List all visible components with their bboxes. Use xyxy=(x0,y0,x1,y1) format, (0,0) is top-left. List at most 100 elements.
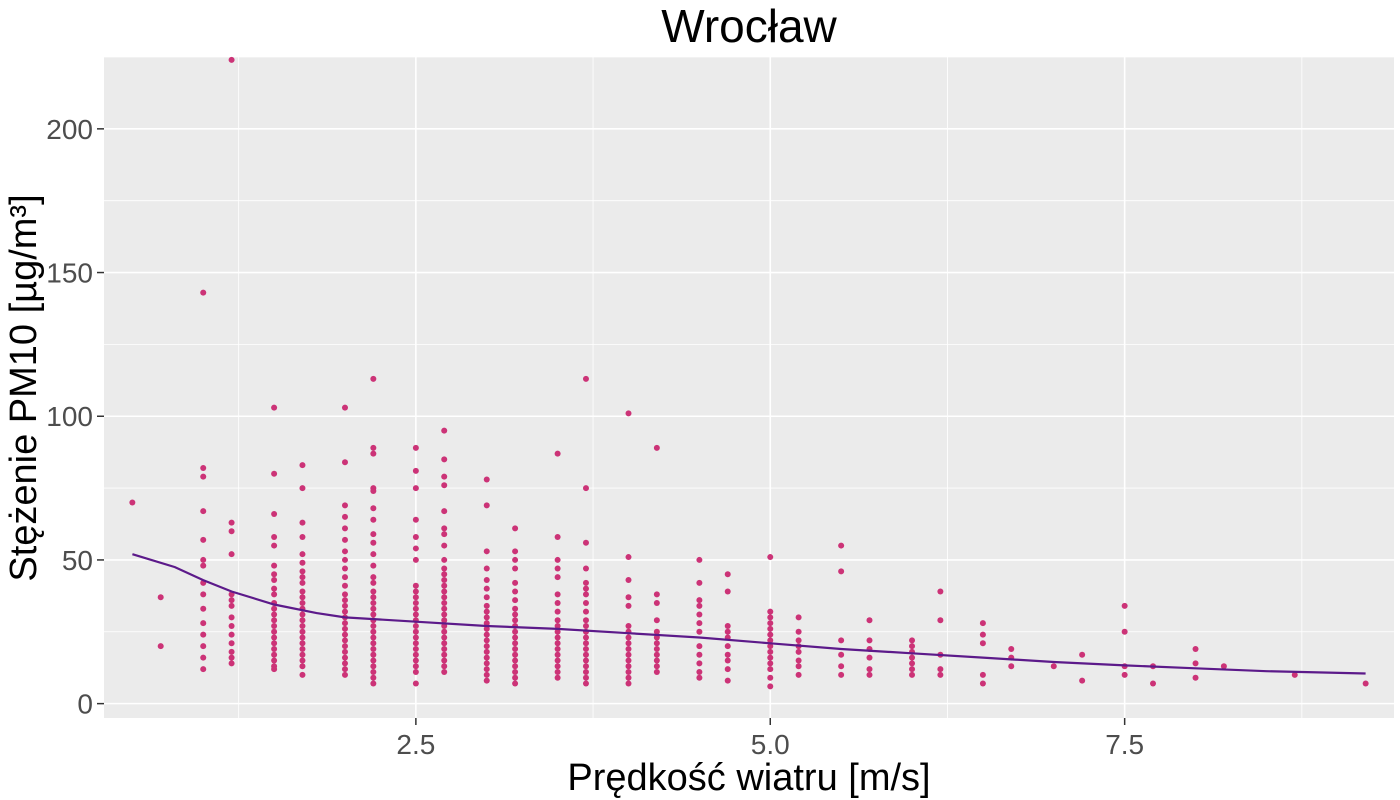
data-point xyxy=(696,628,703,635)
trend-line xyxy=(132,553,1366,675)
data-point xyxy=(554,634,561,641)
data-point xyxy=(866,671,873,678)
chart-title: Wrocław xyxy=(661,0,837,52)
data-point xyxy=(412,680,419,687)
data-point xyxy=(299,594,306,601)
data-point xyxy=(582,591,589,598)
data-point xyxy=(271,640,278,647)
data-point xyxy=(767,554,774,561)
x-axis-title: Prędkość wiatru [m/s] xyxy=(567,757,930,799)
data-point xyxy=(653,617,660,624)
data-point xyxy=(582,646,589,653)
data-point xyxy=(767,614,774,621)
minor-gridlines xyxy=(104,56,1394,718)
data-point xyxy=(625,410,632,417)
data-point xyxy=(341,643,348,650)
data-point xyxy=(909,660,916,667)
data-point xyxy=(795,628,802,635)
data-point xyxy=(866,666,873,673)
data-point xyxy=(412,588,419,595)
data-point xyxy=(1008,663,1015,670)
data-point xyxy=(483,608,490,615)
data-point xyxy=(512,640,519,647)
data-point xyxy=(341,620,348,627)
data-point xyxy=(795,614,802,621)
data-point xyxy=(271,577,278,584)
data-point xyxy=(696,620,703,627)
data-point xyxy=(228,623,235,630)
data-point xyxy=(724,643,731,650)
data-point xyxy=(441,663,448,670)
data-point xyxy=(582,375,589,382)
data-point xyxy=(582,680,589,687)
data-point xyxy=(370,487,377,494)
data-point xyxy=(838,568,845,575)
data-point xyxy=(767,648,774,655)
data-point xyxy=(483,614,490,621)
data-point xyxy=(554,669,561,676)
data-point xyxy=(341,574,348,581)
data-point xyxy=(582,663,589,670)
data-point xyxy=(341,459,348,466)
data-point xyxy=(582,539,589,546)
data-point xyxy=(512,674,519,681)
data-point xyxy=(271,628,278,635)
data-point xyxy=(483,594,490,601)
data-point xyxy=(724,677,731,684)
data-point xyxy=(483,585,490,592)
data-point xyxy=(724,628,731,635)
data-point xyxy=(625,646,632,653)
data-point xyxy=(483,666,490,673)
data-point xyxy=(483,671,490,678)
data-point xyxy=(341,582,348,589)
data-point xyxy=(767,654,774,661)
data-point xyxy=(795,637,802,644)
data-point xyxy=(228,648,235,655)
data-point xyxy=(271,585,278,592)
data-point xyxy=(512,588,519,595)
data-point xyxy=(937,671,944,678)
data-point xyxy=(441,565,448,572)
data-point xyxy=(200,643,207,650)
data-point xyxy=(483,648,490,655)
data-point xyxy=(341,671,348,678)
data-point xyxy=(582,565,589,572)
data-point xyxy=(299,462,306,469)
data-point xyxy=(1050,663,1057,670)
data-point xyxy=(441,651,448,658)
data-point xyxy=(937,666,944,673)
data-point xyxy=(299,634,306,641)
data-point xyxy=(271,562,278,569)
data-point xyxy=(412,623,419,630)
data-point xyxy=(512,611,519,618)
data-point xyxy=(271,510,278,517)
data-point xyxy=(412,594,419,601)
data-point xyxy=(483,660,490,667)
data-point xyxy=(441,525,448,532)
data-point xyxy=(625,634,632,641)
data-point xyxy=(838,637,845,644)
data-point xyxy=(341,565,348,572)
data-point xyxy=(370,628,377,635)
data-point xyxy=(979,620,986,627)
data-point xyxy=(866,637,873,644)
data-point xyxy=(838,671,845,678)
data-point xyxy=(299,588,306,595)
data-point xyxy=(795,657,802,664)
data-point xyxy=(582,674,589,681)
data-point xyxy=(441,634,448,641)
data-point xyxy=(341,404,348,411)
data-point xyxy=(299,551,306,558)
data-point xyxy=(909,637,916,644)
data-point xyxy=(866,654,873,661)
data-point xyxy=(299,568,306,575)
data-point xyxy=(653,640,660,647)
data-point xyxy=(483,565,490,572)
data-point xyxy=(228,654,235,661)
data-point xyxy=(228,640,235,647)
data-point xyxy=(441,617,448,624)
data-point xyxy=(937,588,944,595)
data-point xyxy=(724,651,731,658)
data-point xyxy=(1220,663,1227,670)
data-point xyxy=(724,623,731,630)
